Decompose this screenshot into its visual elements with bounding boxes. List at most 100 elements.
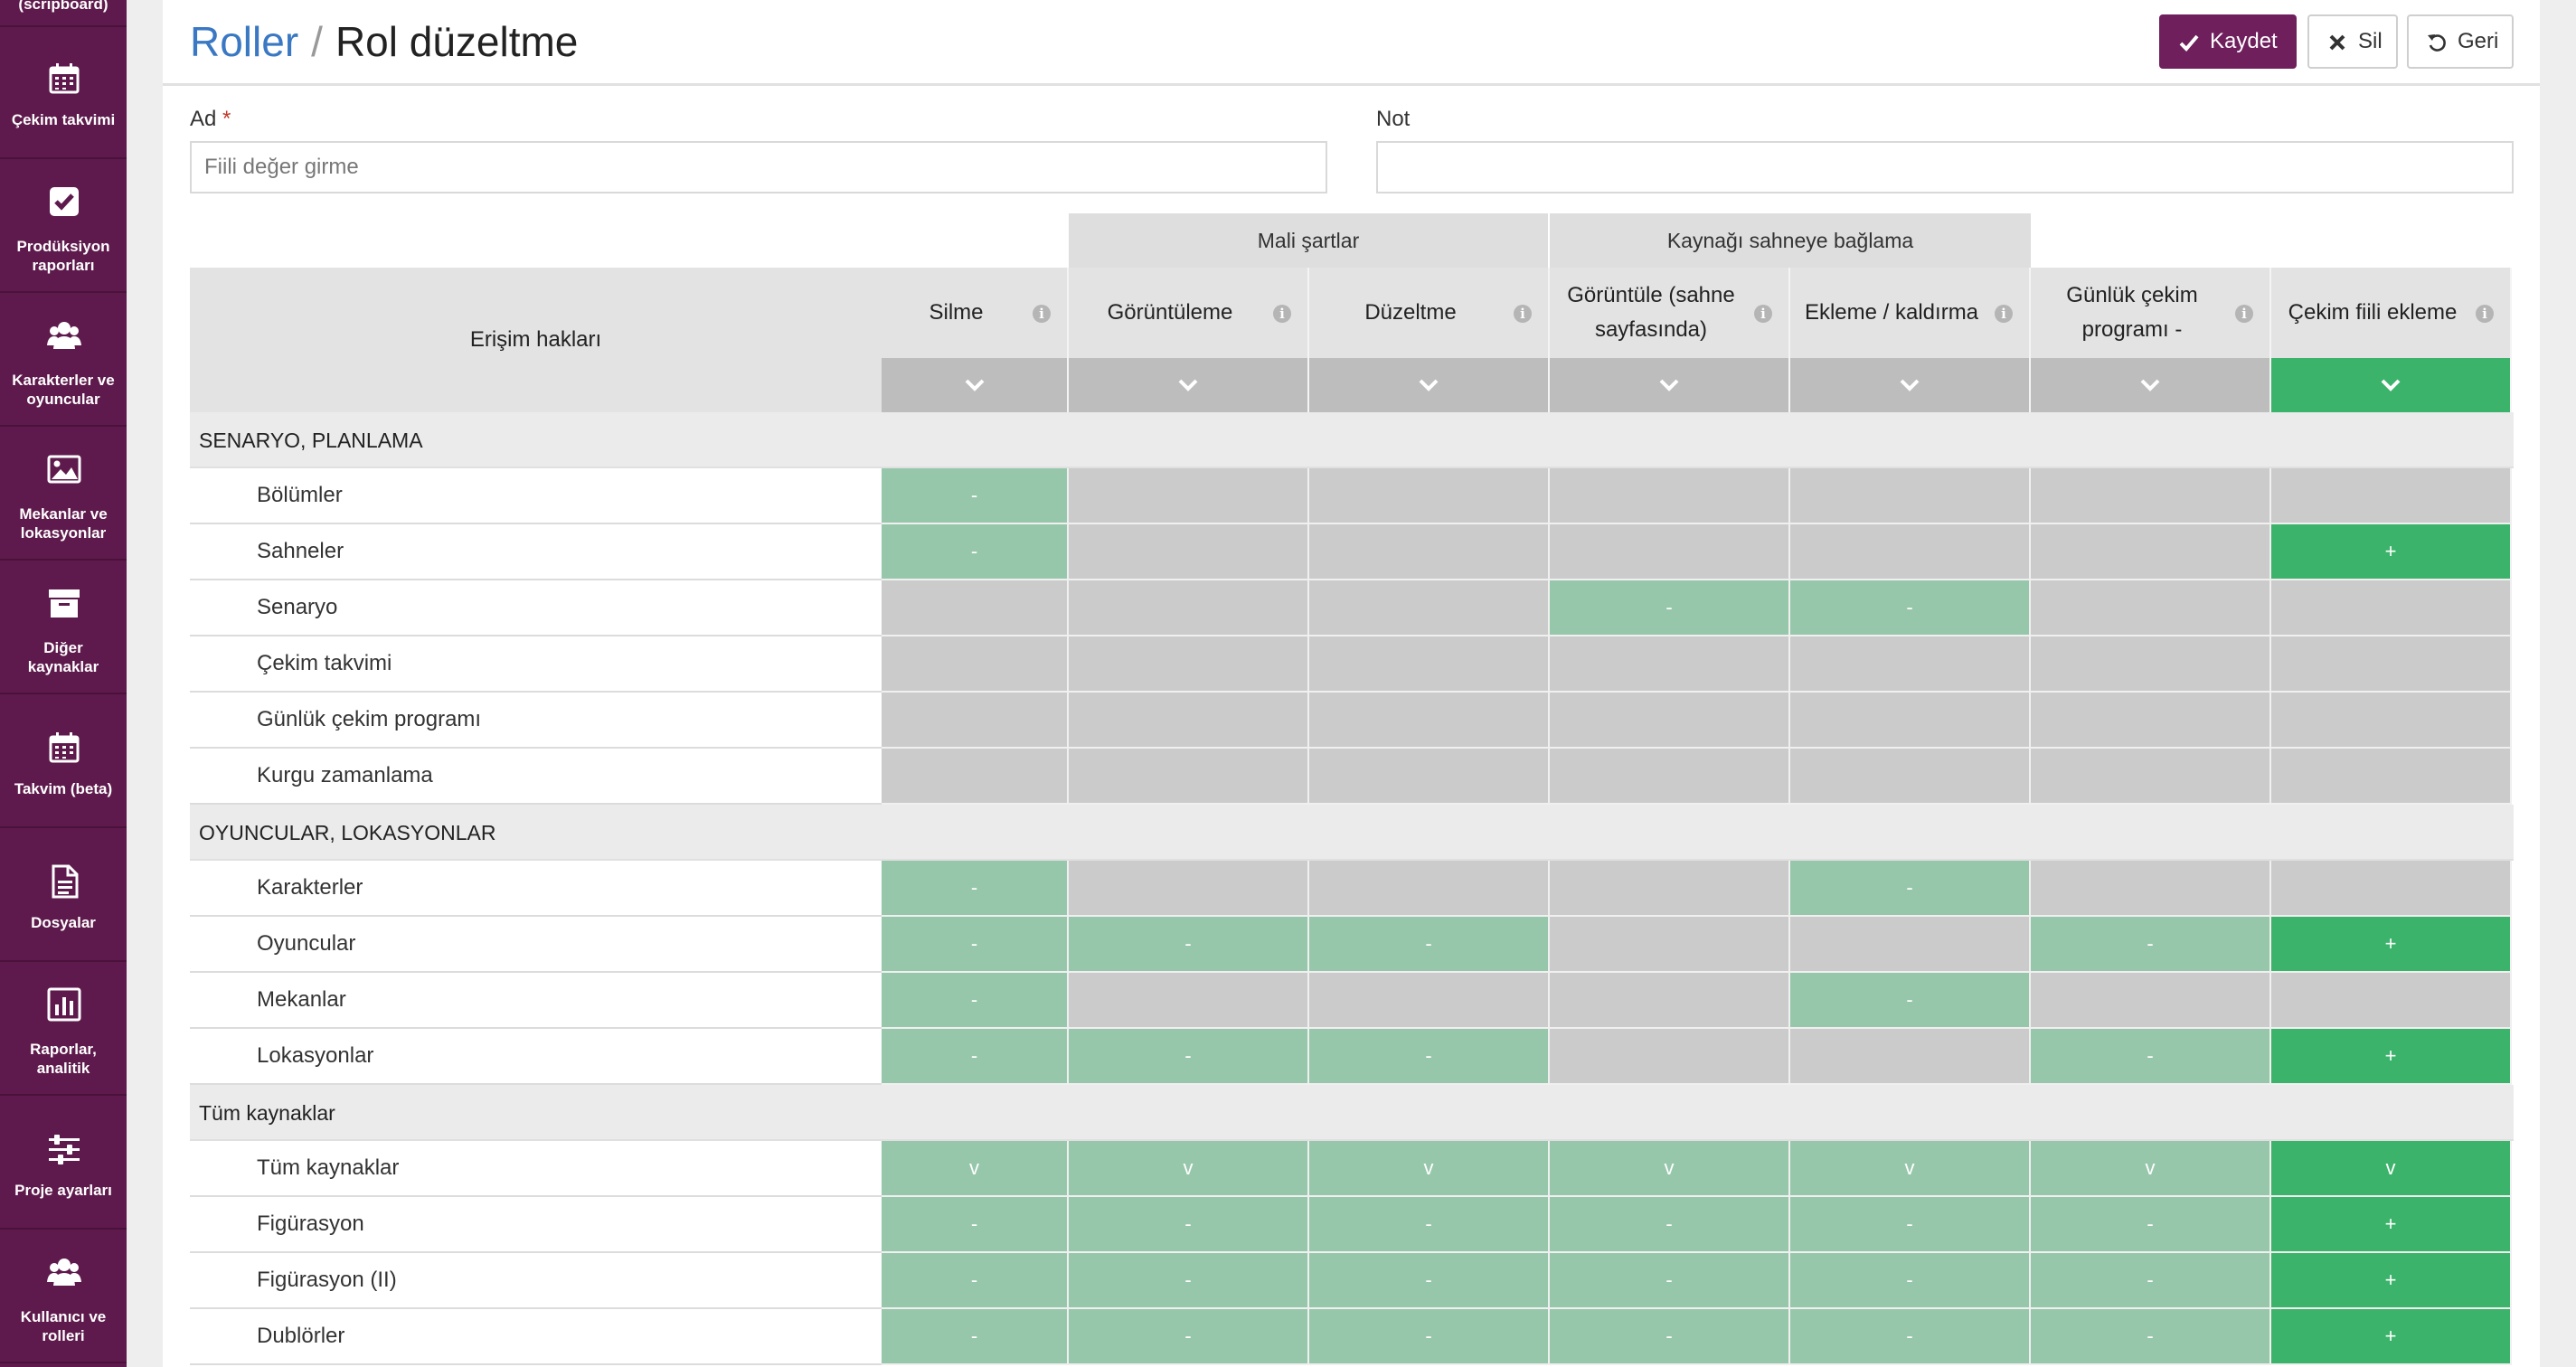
permission-cell[interactable]: - [882,468,1069,524]
permission-cell[interactable] [2031,468,2271,524]
permission-cell[interactable] [1790,524,2031,580]
info-icon[interactable]: i [2235,305,2253,323]
permission-cell[interactable] [2031,524,2271,580]
column-toggle-dropdown[interactable] [2271,358,2512,412]
permission-cell[interactable]: - [1069,1309,1309,1365]
permission-cell[interactable] [1550,468,1790,524]
permission-cell[interactable]: - [1309,1309,1550,1365]
permission-cell[interactable] [1309,580,1550,636]
permission-cell[interactable] [2271,580,2512,636]
permission-cell[interactable]: - [1550,1253,1790,1309]
permission-cell[interactable]: - [1309,1253,1550,1309]
permission-cell[interactable] [1790,693,2031,749]
permission-cell[interactable] [2031,580,2271,636]
permission-cell[interactable]: - [1069,917,1309,973]
back-button[interactable]: Geri [2407,14,2514,69]
permission-cell[interactable]: v [1309,1141,1550,1197]
info-icon[interactable]: i [1033,305,1051,323]
permission-cell[interactable] [1550,693,1790,749]
sidebar-item-10[interactable]: Kullanıcı ve rolleri [0,1231,127,1363]
sidebar-item-6[interactable]: Takvim (beta) [0,696,127,828]
column-toggle-dropdown[interactable] [1309,358,1550,412]
info-icon[interactable]: i [1995,305,2013,323]
permission-cell[interactable] [1309,749,1550,805]
permission-cell[interactable] [1550,973,1790,1029]
permission-cell[interactable]: - [1550,580,1790,636]
permission-cell[interactable]: v [1550,1141,1790,1197]
column-toggle-dropdown[interactable] [1790,358,2031,412]
permission-cell[interactable] [1069,973,1309,1029]
column-toggle-dropdown[interactable] [882,358,1069,412]
permission-cell[interactable]: - [882,1029,1069,1085]
permission-cell[interactable] [1069,749,1309,805]
permission-cell[interactable] [2031,636,2271,693]
permission-cell[interactable] [1550,861,1790,917]
permission-cell[interactable]: - [2031,1029,2271,1085]
permission-cell[interactable]: - [882,861,1069,917]
permission-cell[interactable] [1550,1029,1790,1085]
permission-cell[interactable]: - [1550,1197,1790,1253]
permission-cell[interactable]: + [2271,917,2512,973]
sidebar-item-1[interactable]: Çekim takvimi [0,27,127,159]
permission-cell[interactable]: - [2031,917,2271,973]
permission-cell[interactable] [2271,636,2512,693]
permission-cell[interactable] [1550,749,1790,805]
permission-cell[interactable] [1309,693,1550,749]
permission-cell[interactable]: v [1069,1141,1309,1197]
info-icon[interactable]: i [2476,305,2494,323]
permission-cell[interactable] [1309,861,1550,917]
note-input[interactable] [1376,141,2514,193]
permission-cell[interactable]: v [2031,1141,2271,1197]
permission-cell[interactable] [1790,749,2031,805]
sidebar-item-4[interactable]: Mekanlar ve lokasyonlar [0,429,127,561]
permission-cell[interactable]: v [1790,1141,2031,1197]
permission-cell[interactable]: - [1309,917,1550,973]
save-button[interactable]: Kaydet [2159,14,2297,69]
permission-cell[interactable]: - [882,1309,1069,1365]
permission-cell[interactable] [1069,468,1309,524]
permission-cell[interactable] [2031,861,2271,917]
sidebar-item-9[interactable]: Proje ayarları [0,1098,127,1230]
permission-cell[interactable]: + [2271,1197,2512,1253]
permission-cell[interactable]: + [2271,524,2512,580]
permission-cell[interactable] [1309,636,1550,693]
permission-cell[interactable] [1069,636,1309,693]
permission-cell[interactable] [2271,693,2512,749]
permission-cell[interactable] [1309,973,1550,1029]
column-toggle-dropdown[interactable] [1069,358,1309,412]
permission-cell[interactable]: - [882,917,1069,973]
permission-cell[interactable] [1069,693,1309,749]
permission-cell[interactable] [1069,861,1309,917]
permission-cell[interactable] [1309,524,1550,580]
column-toggle-dropdown[interactable] [2031,358,2271,412]
permission-cell[interactable] [1550,636,1790,693]
permission-cell[interactable]: - [1790,1197,2031,1253]
sidebar-item-scripboard[interactable]: (scripboard) [0,0,127,27]
permission-cell[interactable]: - [1309,1197,1550,1253]
permission-cell[interactable] [1790,468,2031,524]
breadcrumb-link-roles[interactable]: Roller [190,18,299,65]
permission-cell[interactable] [2031,973,2271,1029]
permission-cell[interactable]: - [1309,1029,1550,1085]
sidebar-item-2[interactable]: Prodüksiyon raporları [0,161,127,293]
permission-cell[interactable]: + [2271,1309,2512,1365]
permission-cell[interactable]: v [2271,1141,2512,1197]
permission-cell[interactable] [2031,693,2271,749]
permission-cell[interactable]: - [1550,1309,1790,1365]
sidebar-item-7[interactable]: Dosyalar [0,830,127,962]
permission-cell[interactable] [2271,973,2512,1029]
permission-cell[interactable]: - [882,973,1069,1029]
permission-cell[interactable] [1069,524,1309,580]
permission-cell[interactable] [882,749,1069,805]
permission-cell[interactable]: - [1790,580,2031,636]
permission-cell[interactable] [1790,636,2031,693]
permission-cell[interactable]: - [2031,1253,2271,1309]
permission-cell[interactable] [1550,917,1790,973]
permission-cell[interactable]: - [882,1197,1069,1253]
permission-cell[interactable]: - [2031,1309,2271,1365]
sidebar-item-3[interactable]: Karakterler ve oyuncular [0,295,127,427]
column-toggle-dropdown[interactable] [1550,358,1790,412]
permission-cell[interactable] [2031,749,2271,805]
permission-cell[interactable] [882,580,1069,636]
permission-cell[interactable] [2271,468,2512,524]
